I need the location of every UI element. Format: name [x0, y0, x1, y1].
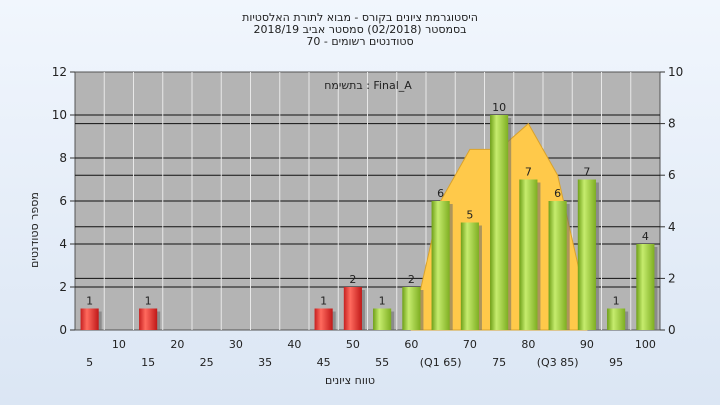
bar-value-label: 6: [554, 187, 561, 200]
bar: [139, 308, 158, 330]
bar-value-label: 2: [349, 273, 356, 286]
bar: [577, 179, 596, 330]
bar-value-label: 7: [583, 166, 590, 179]
x-tick-label-upper: 10: [112, 338, 126, 351]
x-tick-label-lower: (Q1 65): [420, 356, 462, 369]
y2-axis-ticks: 0 2 4 6 8 10: [660, 65, 683, 337]
y-axis-ticks: 0 2 4 6 8 10 12: [52, 65, 75, 337]
y2-tick-label: 2: [668, 271, 676, 285]
bar-value-label: 1: [145, 295, 152, 308]
bar: [548, 201, 567, 330]
bar: [607, 308, 626, 330]
y2-tick-label: 6: [668, 168, 676, 182]
title-line-3: סטודנטים רשומים - 70: [306, 35, 413, 48]
title-line-1: היסטוגרמת ציונים בקורס - מבוא לתורת האלס…: [242, 11, 478, 24]
bar: [343, 287, 362, 330]
bar-value-label: 1: [379, 295, 386, 308]
bar: [314, 308, 333, 330]
bar: [460, 222, 479, 330]
x-tick-label-upper: 20: [170, 338, 184, 351]
bar-value-label: 4: [642, 230, 649, 243]
bar-value-label: 2: [408, 273, 415, 286]
x-tick-label-lower: 15: [141, 356, 155, 369]
bar-value-label: 1: [320, 295, 327, 308]
y-tick-label: 2: [59, 280, 67, 294]
y-tick-label: 10: [52, 108, 67, 122]
x-tick-label-lower: (Q3 85): [537, 356, 579, 369]
x-tick-label-upper: 70: [463, 338, 477, 351]
bar-value-label: 1: [613, 295, 620, 308]
bar-value-label: 6: [437, 187, 444, 200]
x-tick-label-lower: 95: [609, 356, 623, 369]
bar: [490, 115, 509, 330]
bar: [636, 244, 655, 330]
x-tick-label-upper: 60: [404, 338, 418, 351]
x-tick-label-upper: 90: [580, 338, 594, 351]
x-tick-label-lower: 75: [492, 356, 506, 369]
bar-value-labels: 1 1 1 2 1 2 6 5 10 7 6 7 1 4: [86, 101, 649, 308]
bar: [402, 287, 421, 330]
bar-value-label: 5: [466, 209, 473, 222]
y-tick-label: 12: [52, 65, 67, 79]
bar-value-label: 7: [525, 166, 532, 179]
x-tick-label-upper: 40: [287, 338, 301, 351]
bar: [431, 201, 450, 330]
y-axis-label: מספר סטודנטים: [28, 192, 41, 268]
bar: [80, 308, 99, 330]
x-tick-label-lower: 5: [86, 356, 93, 369]
bar-value-label: 1: [86, 295, 93, 308]
x-axis-ticks: 5 15 25 35 45 55 (Q1 65) 75 (Q3 85) 95 10 20 30 40 50 6…: [86, 338, 656, 369]
y2-tick-label: 0: [668, 323, 676, 337]
x-tick-label-lower: 35: [258, 356, 272, 369]
y-tick-label: 6: [59, 194, 67, 208]
y-tick-label: 0: [59, 323, 67, 337]
bar-value-label: 10: [492, 101, 506, 114]
x-tick-label-upper: 80: [521, 338, 535, 351]
x-tick-label-upper: 30: [229, 338, 243, 351]
y2-tick-label: 4: [668, 220, 676, 234]
y-tick-label: 4: [59, 237, 67, 251]
x-axis-label: טווח ציונים: [325, 374, 375, 387]
bar: [373, 308, 392, 330]
chart-annotation: בתשימח : Final_A: [324, 79, 412, 92]
x-tick-label-lower: 55: [375, 356, 389, 369]
bars: [80, 115, 658, 330]
y2-tick-label: 8: [668, 117, 676, 131]
chart-title: היסטוגרמת ציונים בקורס - מבוא לתורת האלס…: [242, 11, 478, 48]
bar: [519, 179, 538, 330]
x-tick-label-lower: 25: [200, 356, 214, 369]
y-tick-label: 8: [59, 151, 67, 165]
x-tick-label-upper: 50: [346, 338, 360, 351]
title-line-2: בסמסטר (02/2018) סמסטר אביב 2018/19: [253, 23, 466, 36]
x-tick-label-lower: 45: [317, 356, 331, 369]
x-tick-label-upper: 100: [635, 338, 656, 351]
y2-tick-label: 10: [668, 65, 683, 79]
